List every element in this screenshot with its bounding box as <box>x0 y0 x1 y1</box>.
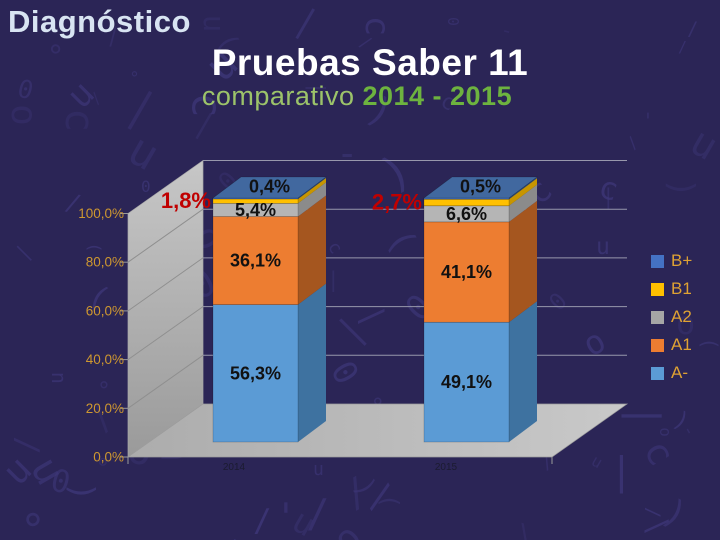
y-axis-tick-label: 80,0% <box>86 255 124 270</box>
bar-segment-2015-A- <box>423 321 510 443</box>
subtitle-comparativo: comparativo <box>201 81 363 111</box>
wall-gridline <box>127 208 204 263</box>
legend-swatch-A1 <box>651 338 664 352</box>
bar-side-2015-A1 <box>509 200 537 323</box>
pattern-glyph: | <box>327 268 340 292</box>
slide-subtitle: comparativo 2014 - 2015 <box>0 81 714 112</box>
y-axis-tick-label: 20,0% <box>86 401 124 416</box>
slide-kicker: Diagnóstico <box>8 4 191 39</box>
legend-swatch-A2 <box>651 310 664 324</box>
pattern-glyph: ∘ <box>95 447 111 477</box>
y-axis-tick-label: 40,0% <box>86 352 124 367</box>
legend-item-A1: A1 <box>651 331 692 359</box>
callout-label: 2,7% <box>372 190 422 215</box>
chart-floor <box>126 403 629 458</box>
bar-top-2015-B+ <box>423 176 538 199</box>
legend-item-A-: A- <box>651 359 692 387</box>
category-label-2015: 2015 <box>435 462 458 473</box>
segment-label: 6,6% <box>446 204 487 224</box>
segment-label: 0,5% <box>460 177 501 197</box>
legend-label: A2 <box>671 307 692 326</box>
y-axis-tick-label: 0,0% <box>93 450 124 465</box>
legend-label: B+ <box>671 251 693 270</box>
legend-label: A1 <box>671 335 692 354</box>
pattern-glyph: o <box>676 304 696 342</box>
segment-label: 56,3% <box>230 363 281 383</box>
bar-side-2014-A1 <box>298 195 326 305</box>
legend-item-A2: A2 <box>651 303 692 331</box>
category-label-2014: 2014 <box>223 462 246 473</box>
pattern-glyph: - <box>336 132 359 175</box>
callout-label: 1,8% <box>161 188 211 213</box>
slide-title: Pruebas Saber 11 <box>211 42 529 83</box>
pattern-glyph: / <box>253 503 272 539</box>
bar-side-2014-B1 <box>298 177 326 204</box>
pattern-glyph: | <box>610 449 633 493</box>
segment-label: 5,4% <box>235 200 276 220</box>
subtitle-years: 2014 - 2015 <box>362 81 513 111</box>
wall-gridline <box>127 354 204 409</box>
pattern-glyph: u <box>596 234 610 260</box>
legend-swatch-A- <box>651 366 664 380</box>
segment-label: 49,1% <box>441 372 492 392</box>
wall-gridline <box>127 306 204 361</box>
pattern-glyph: ∘ <box>97 372 111 398</box>
bar-segment-2015-A1 <box>423 221 510 323</box>
bar-side-2014-A- <box>298 283 326 442</box>
pattern-glyph: / <box>687 18 699 40</box>
legend-item-B1: B1 <box>651 275 692 303</box>
bar-side-2015-B+ <box>509 177 537 200</box>
y-axis-tick-label: 60,0% <box>86 303 124 318</box>
pattern-glyph: / <box>306 492 330 537</box>
legend-swatch-B+ <box>651 254 664 268</box>
legend-item-B+: B+ <box>651 247 692 275</box>
bar-top-2014-B+ <box>212 176 327 199</box>
pattern-glyph: / <box>678 38 688 56</box>
bar-side-2014-B+ <box>298 177 326 199</box>
chart-legend: B+ B1 A2 A1 A- <box>651 247 692 387</box>
pattern-glyph: | <box>602 185 615 209</box>
segment-label: 0,4% <box>249 177 290 197</box>
y-axis-tick-label: 100,0% <box>78 206 124 221</box>
bar-side-2015-A2 <box>509 184 537 222</box>
bar-side-2014-A2 <box>298 182 326 217</box>
pattern-glyph: 0 <box>141 177 151 196</box>
legend-label: A- <box>671 363 688 382</box>
wall-gridline <box>127 257 204 312</box>
segment-label: 41,1% <box>441 262 492 282</box>
bar-segment-2014-A- <box>212 304 299 443</box>
legend-swatch-B1 <box>651 282 664 296</box>
legend-label: B1 <box>671 279 692 298</box>
bar-side-2015-A- <box>509 301 537 442</box>
bar-segment-2014-A1 <box>212 216 299 305</box>
bar-side-2015-B1 <box>509 178 537 206</box>
segment-label: 36,1% <box>230 251 281 271</box>
pattern-glyph: u <box>313 459 324 480</box>
